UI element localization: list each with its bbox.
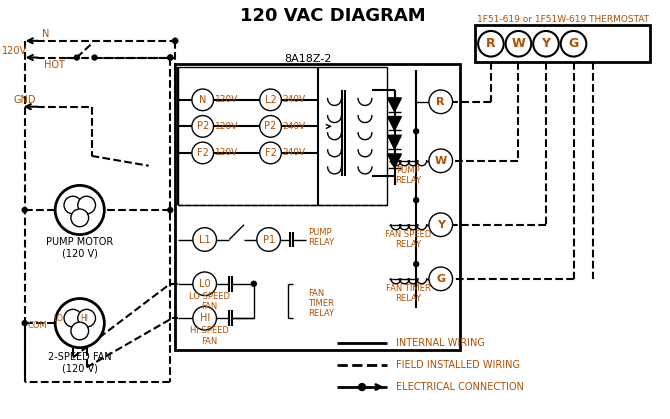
Text: 120V: 120V xyxy=(2,46,27,56)
Text: 120V: 120V xyxy=(214,148,238,158)
Circle shape xyxy=(561,31,586,57)
Text: LO SPEED
FAN: LO SPEED FAN xyxy=(189,292,230,311)
Text: FIELD INSTALLED WIRING: FIELD INSTALLED WIRING xyxy=(397,360,521,370)
Text: L1: L1 xyxy=(199,235,210,245)
Text: INTERNAL WIRING: INTERNAL WIRING xyxy=(397,338,485,348)
Text: 240V: 240V xyxy=(283,96,306,104)
Circle shape xyxy=(92,55,97,60)
Text: 240V: 240V xyxy=(283,148,306,158)
Circle shape xyxy=(193,306,216,330)
Circle shape xyxy=(260,89,281,111)
Circle shape xyxy=(192,89,214,111)
Circle shape xyxy=(71,322,88,340)
Circle shape xyxy=(193,272,216,295)
Circle shape xyxy=(429,213,452,237)
Text: F2: F2 xyxy=(265,148,277,158)
Text: W: W xyxy=(435,156,447,166)
Text: G: G xyxy=(568,37,579,50)
Text: PUMP
RELAY: PUMP RELAY xyxy=(308,228,334,247)
Circle shape xyxy=(22,321,27,326)
Text: N: N xyxy=(199,95,206,105)
Circle shape xyxy=(168,207,173,212)
Text: FAN TIMER
RELAY: FAN TIMER RELAY xyxy=(386,284,431,303)
Circle shape xyxy=(78,309,96,327)
Text: R: R xyxy=(486,37,496,50)
Polygon shape xyxy=(388,98,401,111)
Text: HI: HI xyxy=(80,314,88,323)
Circle shape xyxy=(260,116,281,137)
Polygon shape xyxy=(388,116,401,130)
Text: COM: COM xyxy=(27,321,48,330)
Text: P1: P1 xyxy=(263,235,275,245)
Circle shape xyxy=(71,209,88,227)
Text: FAN SPEED
RELAY: FAN SPEED RELAY xyxy=(385,230,431,249)
Text: R: R xyxy=(436,97,445,107)
Circle shape xyxy=(192,142,214,164)
Bar xyxy=(178,67,387,205)
Circle shape xyxy=(506,31,531,57)
Text: L2: L2 xyxy=(265,95,277,105)
Text: 1F51-619 or 1F51W-619 THERMOSTAT: 1F51-619 or 1F51W-619 THERMOSTAT xyxy=(477,15,649,23)
Circle shape xyxy=(429,149,452,173)
Text: G: G xyxy=(436,274,446,284)
Text: Y: Y xyxy=(437,220,445,230)
Circle shape xyxy=(478,31,504,57)
Text: HI: HI xyxy=(200,313,210,323)
Text: 120V: 120V xyxy=(214,122,238,131)
Text: FAN
TIMER
RELAY: FAN TIMER RELAY xyxy=(308,289,334,318)
Bar xyxy=(175,65,460,350)
Circle shape xyxy=(193,228,216,251)
Circle shape xyxy=(173,39,178,43)
Circle shape xyxy=(55,298,105,348)
Circle shape xyxy=(413,261,419,266)
Polygon shape xyxy=(388,135,401,149)
Circle shape xyxy=(257,228,281,251)
Circle shape xyxy=(192,116,214,137)
Text: HI SPEED
FAN: HI SPEED FAN xyxy=(190,326,229,346)
Text: 8A18Z-2: 8A18Z-2 xyxy=(284,54,332,65)
Text: P2: P2 xyxy=(265,122,277,132)
Text: HOT: HOT xyxy=(44,60,64,70)
Circle shape xyxy=(64,196,82,214)
Circle shape xyxy=(173,39,178,43)
Circle shape xyxy=(64,309,82,327)
Text: N: N xyxy=(42,29,49,39)
Circle shape xyxy=(358,384,366,391)
Text: LO: LO xyxy=(53,314,63,323)
Circle shape xyxy=(168,55,173,60)
Text: 120V: 120V xyxy=(214,96,238,104)
Text: Y: Y xyxy=(541,37,551,50)
Text: L0: L0 xyxy=(199,279,210,289)
Text: PUMP
RELAY: PUMP RELAY xyxy=(395,166,421,185)
Text: 120 VAC DIAGRAM: 120 VAC DIAGRAM xyxy=(240,7,425,25)
Text: 240V: 240V xyxy=(283,122,306,131)
Circle shape xyxy=(413,198,419,203)
Circle shape xyxy=(429,267,452,291)
Text: W: W xyxy=(512,37,525,50)
Circle shape xyxy=(429,90,452,114)
Text: 2-SPEED FAN
(120 V): 2-SPEED FAN (120 V) xyxy=(48,352,112,373)
Circle shape xyxy=(413,129,419,134)
Circle shape xyxy=(55,185,105,235)
Text: P2: P2 xyxy=(196,122,209,132)
Circle shape xyxy=(78,196,96,214)
Text: F2: F2 xyxy=(197,148,208,158)
Text: ELECTRICAL CONNECTION: ELECTRICAL CONNECTION xyxy=(397,382,525,392)
Circle shape xyxy=(74,55,79,60)
Bar xyxy=(475,25,651,62)
Circle shape xyxy=(251,281,257,286)
Text: GND: GND xyxy=(13,95,36,105)
Circle shape xyxy=(168,55,173,60)
Circle shape xyxy=(22,207,27,212)
Circle shape xyxy=(533,31,559,57)
Text: PUMP MOTOR
(120 V): PUMP MOTOR (120 V) xyxy=(46,237,113,258)
Polygon shape xyxy=(388,154,401,168)
Circle shape xyxy=(260,142,281,164)
